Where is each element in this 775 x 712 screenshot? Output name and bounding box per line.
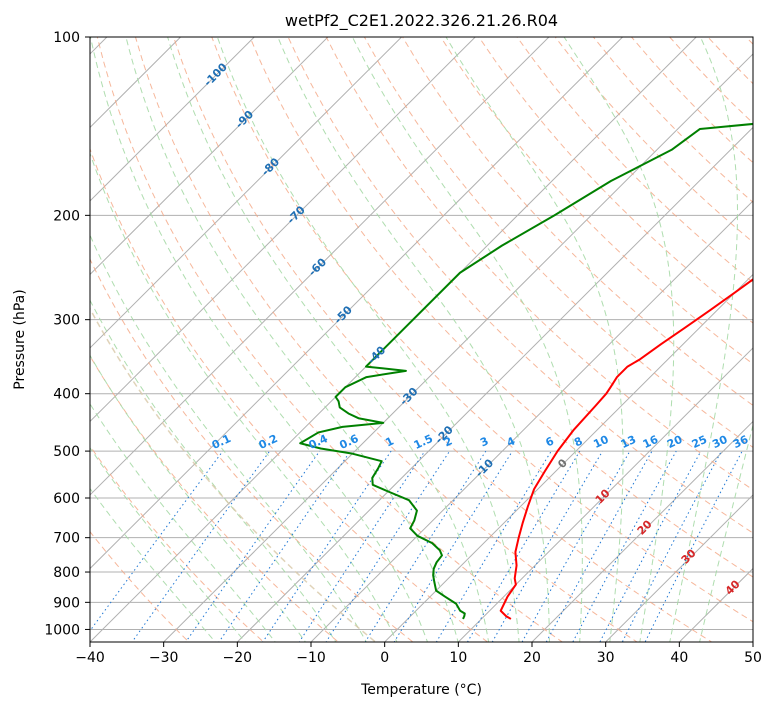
moist-adiabat-line — [90, 299, 337, 642]
dry-adiabat-line — [90, 530, 190, 642]
x-tick-label: 50 — [744, 650, 762, 666]
mixing-ratio-line — [393, 450, 513, 642]
y-tick-label: 200 — [53, 208, 80, 224]
x-tick-label: 10 — [449, 650, 467, 666]
dry-adiabat-line — [90, 147, 489, 642]
isotherm-line — [90, 37, 329, 276]
mixing-ratio-line — [90, 450, 224, 632]
x-tick-label: 30 — [597, 650, 615, 666]
dry-adiabat-line — [90, 258, 414, 642]
y-tick-label: 500 — [53, 444, 80, 460]
mixing-ratio-line — [521, 450, 631, 642]
y-tick-label: 600 — [53, 491, 80, 507]
y-tick-label: 900 — [53, 595, 80, 611]
isotherm-line — [236, 126, 753, 642]
x-tick-label: 40 — [670, 650, 688, 666]
moist-adiabat-line — [90, 37, 429, 642]
moist-adiabat-line — [277, 37, 550, 642]
mixing-ratio-line — [599, 450, 702, 642]
isotherm-line — [90, 37, 403, 349]
moist-adiabat-line — [90, 446, 246, 642]
mixing-ratio-label: 36 — [731, 433, 751, 451]
x-tick-label: −20 — [223, 650, 253, 666]
y-axis-label: Pressure (hPa) — [12, 289, 28, 389]
y-tick-label: 100 — [53, 30, 80, 46]
isotherm-line — [90, 37, 624, 570]
moist-adiabat-line — [90, 402, 276, 642]
dry-adiabat-line — [325, 37, 753, 491]
isotherm-line — [90, 37, 476, 423]
dry-adiabat-line — [96, 37, 564, 642]
x-tick-label: 0 — [380, 650, 389, 666]
mixing-ratio-line — [218, 450, 351, 642]
profile-lines — [299, 122, 753, 620]
y-tick-label: 300 — [53, 313, 80, 329]
x-tick-label: −30 — [149, 650, 179, 666]
mixing-ratio-line — [572, 450, 677, 642]
mixing-ratio-line — [545, 450, 653, 642]
isotherm-line — [531, 420, 753, 642]
mixing-ratio-line — [466, 450, 581, 642]
isotherm-line — [90, 37, 255, 202]
moist-adiabat-line — [216, 37, 520, 642]
moist-adiabat-line — [563, 37, 675, 642]
moist-adiabat-line — [351, 37, 583, 642]
isotherm-line — [457, 347, 753, 642]
mixing-ratio-line — [435, 450, 552, 642]
dry-adiabat-line — [90, 445, 265, 642]
isotherm-line — [90, 37, 550, 496]
mixing-ratio-label: 13 — [619, 433, 638, 451]
dry-adiabat-line — [211, 37, 753, 623]
isotherm-line — [90, 37, 182, 129]
mixing-ratio-label: 25 — [690, 433, 709, 451]
mixing-ratio-line — [644, 450, 743, 642]
chart-title: wetPf2_C2E1.2022.326.21.26.R04 — [285, 11, 558, 31]
x-tick-label: 20 — [523, 650, 541, 666]
moist-adiabat-line — [669, 37, 738, 642]
moist-adiabat-line — [90, 487, 216, 642]
moist-adiabat-line — [167, 37, 490, 642]
mixing-ratio-line — [185, 450, 321, 642]
dry-adiabat-line — [173, 37, 713, 642]
dry-adiabat-line — [134, 37, 638, 642]
x-tick-label: −10 — [296, 650, 326, 666]
isotherm-line — [310, 200, 753, 642]
mixing-ratio-label: 30 — [710, 433, 730, 451]
dry-adiabat-line — [363, 37, 753, 448]
dry-adiabat-line — [249, 37, 753, 578]
y-tick-label: 800 — [53, 565, 80, 581]
isotherm-line — [604, 494, 753, 642]
y-tick-label: 700 — [53, 531, 80, 547]
moist-adiabat-line — [90, 233, 367, 642]
dewpoint-profile-line — [299, 122, 753, 620]
axes: −40 −30 −20 −10 0 10 20 30 40 50 100 200 300 400 500 60… — [44, 30, 762, 666]
x-axis-label: Temperature (°C) — [360, 682, 482, 698]
plot-frame — [89, 36, 754, 643]
isotherm-line — [162, 53, 753, 642]
mixing-ratio-label: 10 — [591, 433, 611, 451]
moist-adiabat-line — [125, 37, 459, 642]
y-tick-label: 400 — [53, 387, 80, 403]
mixing-ratio-label: 20 — [665, 433, 685, 451]
moist-adiabat-line — [445, 37, 624, 642]
background-lines — [90, 37, 753, 642]
mixing-ratio-line — [491, 450, 603, 642]
moist-adiabat-line — [90, 151, 398, 642]
y-tick-label: 1000 — [44, 622, 80, 638]
x-tick-label: −40 — [75, 650, 105, 666]
temperature-profile-line — [499, 278, 753, 620]
dry-adiabat-line — [90, 355, 339, 642]
isotherm-line — [383, 273, 753, 642]
mixing-ratio-line — [621, 450, 722, 642]
dry-adiabat-line — [401, 37, 753, 407]
mixing-ratio-line — [325, 450, 451, 642]
moist-adiabat-line — [699, 423, 753, 642]
mixing-ratio-label: 16 — [641, 433, 661, 451]
